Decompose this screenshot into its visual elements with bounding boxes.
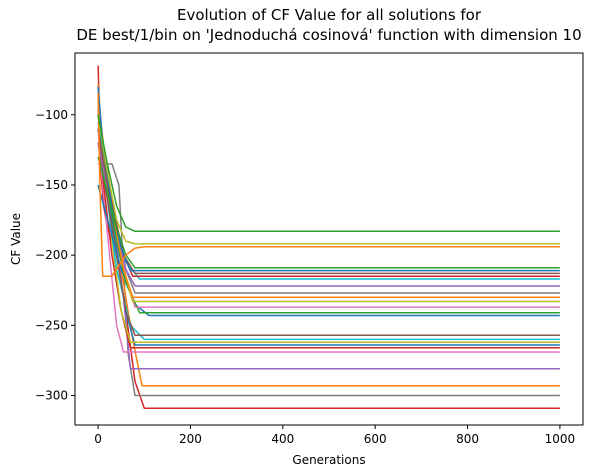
chart-subtitle: DE best/1/bin on 'Jednoduchá cosinová' f… bbox=[76, 26, 581, 44]
x-tick-label: 1000 bbox=[545, 432, 576, 446]
series-line-6 bbox=[97, 107, 560, 349]
series-line-19 bbox=[97, 114, 560, 277]
y-axis-label: CF Value bbox=[9, 213, 23, 265]
x-tick-label: 200 bbox=[179, 432, 202, 446]
y-tick-label: −100 bbox=[35, 108, 68, 122]
plot-frame bbox=[74, 52, 584, 426]
series-line-3 bbox=[97, 83, 560, 387]
series-line-25 bbox=[97, 114, 560, 233]
series-line-8 bbox=[97, 100, 560, 343]
y-tick-label: −200 bbox=[35, 248, 68, 262]
series-line-4 bbox=[97, 128, 560, 370]
series-line-17 bbox=[97, 142, 560, 287]
series-line-22 bbox=[97, 156, 560, 269]
y-axis: −300 −250 −200 −150 −100 bbox=[35, 108, 75, 403]
y-tick-label: −250 bbox=[35, 318, 68, 332]
y-tick-label: −150 bbox=[35, 178, 68, 192]
series-line-11 bbox=[97, 184, 560, 317]
series-line-23 bbox=[97, 93, 560, 277]
series-line-5 bbox=[97, 128, 560, 353]
series-line-21 bbox=[97, 86, 560, 272]
x-tick-label: 600 bbox=[364, 432, 387, 446]
x-axis-label: Generations bbox=[292, 453, 365, 467]
series-line-14 bbox=[97, 107, 560, 303]
series-line-1 bbox=[97, 65, 560, 409]
series-line-18 bbox=[97, 121, 560, 280]
chart-title: Evolution of CF Value for all solutions … bbox=[177, 6, 482, 24]
x-axis: 0 200 400 600 800 1000 bbox=[94, 425, 575, 446]
series-line-24 bbox=[97, 114, 560, 245]
y-tick-label: −300 bbox=[35, 389, 68, 403]
series-line-20 bbox=[97, 128, 560, 275]
series-lines bbox=[97, 65, 560, 409]
series-line-7 bbox=[97, 114, 560, 346]
series-line-12 bbox=[97, 128, 560, 314]
series-line-10 bbox=[97, 142, 560, 336]
series-line-16 bbox=[97, 156, 560, 294]
x-tick-label: 400 bbox=[271, 432, 294, 446]
series-line-9 bbox=[97, 142, 560, 341]
x-tick-label: 800 bbox=[456, 432, 479, 446]
x-tick-label: 0 bbox=[94, 432, 102, 446]
